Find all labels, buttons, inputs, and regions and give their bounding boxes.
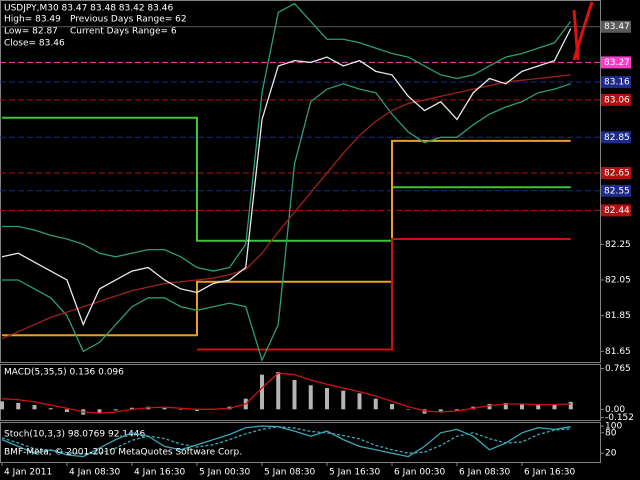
level-label: 82.55 — [604, 186, 630, 196]
level-box — [601, 93, 631, 106]
y-tick-label: 81.65 — [605, 347, 631, 357]
x-tick-label: 4 Jan 08:30 — [69, 468, 121, 478]
level-label: 83.06 — [604, 95, 630, 105]
macd-bar — [406, 409, 411, 410]
y-tick-label: 81.85 — [605, 311, 631, 321]
macd-bar — [503, 402, 508, 410]
arrow — [572, 9, 580, 61]
macd-bar — [373, 398, 378, 410]
macd-bar — [357, 393, 362, 410]
level-box — [601, 166, 631, 179]
y-tick-label: 20 — [605, 449, 617, 459]
level-label: 82.85 — [604, 133, 630, 143]
series-line — [197, 237, 571, 351]
macd-bar — [65, 409, 69, 412]
x-tick-label: 4 Jan 16:30 — [134, 468, 186, 478]
copyright: BMF-Meta, © 2001-2010 MetaQuotes Softwar… — [4, 448, 242, 458]
series-line — [1, 28, 572, 327]
level-box — [601, 184, 631, 197]
x-tick-label: 6 Jan 08:30 — [459, 468, 511, 478]
macd-bar — [292, 380, 297, 410]
macd-bar — [438, 409, 443, 412]
x-tick-label: 5 Jan 08:30 — [264, 468, 316, 478]
y-tick-label: 82.25 — [605, 240, 631, 250]
macd-bar — [48, 408, 53, 410]
macd-bar — [568, 401, 573, 410]
panel-title: Stoch(10,3,3) 98.0769 92.1446 — [4, 430, 145, 440]
x-tick-label: 4 Jan 2011 — [4, 468, 52, 478]
macd-bar — [455, 409, 459, 411]
panel-title: USDJPY,M30 83.47 83.48 83.42 83.46 — [4, 4, 173, 14]
macd-bar — [487, 404, 492, 410]
series-line — [1, 426, 571, 455]
series-line — [2, 139, 571, 337]
level-label: 83.16 — [604, 78, 630, 88]
macd-bar — [195, 409, 199, 411]
x-tick-label: 5 Jan 16:30 — [329, 468, 381, 478]
annotation: Current Days Range= 6 — [70, 27, 177, 37]
annotation: Previous Days Range= 62 — [70, 15, 187, 25]
macd-bar — [130, 407, 134, 410]
y-tick-label: 80 — [605, 428, 617, 438]
x-tick-label: 6 Jan 16:30 — [524, 468, 576, 478]
macd-bar — [536, 405, 541, 410]
level-box — [601, 131, 631, 144]
macd-bar — [162, 407, 167, 410]
y-tick-label: 0.00 — [605, 405, 625, 415]
series-line — [1, 425, 571, 458]
y-tick-label: 0.765 — [605, 364, 631, 374]
macd-bar — [520, 404, 524, 410]
level-box — [601, 20, 631, 33]
price-panel — [0, 0, 601, 363]
macd-bar — [0, 401, 4, 410]
series-line — [1, 372, 571, 414]
macd-bar — [325, 388, 329, 410]
y-tick-label: 100 — [605, 422, 622, 432]
level-label: 82.65 — [604, 168, 630, 178]
x-tick-label: 5 Jan 00:30 — [199, 468, 251, 478]
x-tick-label: 6 Jan 00:30 — [394, 468, 446, 478]
y-tick-label: -0.152 — [605, 413, 634, 423]
level-box — [601, 76, 631, 89]
y-tick-label: 82.05 — [605, 275, 631, 285]
macd-bar — [552, 404, 557, 410]
macd-bar — [276, 372, 281, 410]
level-label: 83.47 — [604, 22, 630, 32]
level-box — [601, 204, 631, 217]
stoch-panel — [0, 422, 601, 463]
macd-bar — [16, 402, 21, 410]
level-label: 82.44 — [604, 206, 630, 216]
series-line — [1, 74, 571, 340]
macd-bar — [32, 405, 37, 410]
macd-bar — [341, 390, 346, 410]
series-line — [2, 2, 572, 272]
macd-bar — [260, 374, 264, 410]
annotation: Close= 83.46 — [4, 39, 65, 49]
macd-bar — [308, 385, 313, 410]
series-line — [2, 83, 571, 363]
macd-bar — [390, 404, 394, 410]
macd-panel — [0, 364, 601, 421]
macd-bar — [178, 409, 183, 410]
macd-bar — [113, 409, 118, 411]
panel-title: MACD(5,35,5) 0.136 0.096 — [4, 368, 124, 378]
macd-bar — [97, 409, 102, 414]
level-label: 83.27 — [604, 58, 630, 68]
annotation: Low= 82.87 — [4, 27, 58, 37]
annotation: High= 83.49 — [4, 15, 61, 25]
level-box — [601, 56, 631, 69]
